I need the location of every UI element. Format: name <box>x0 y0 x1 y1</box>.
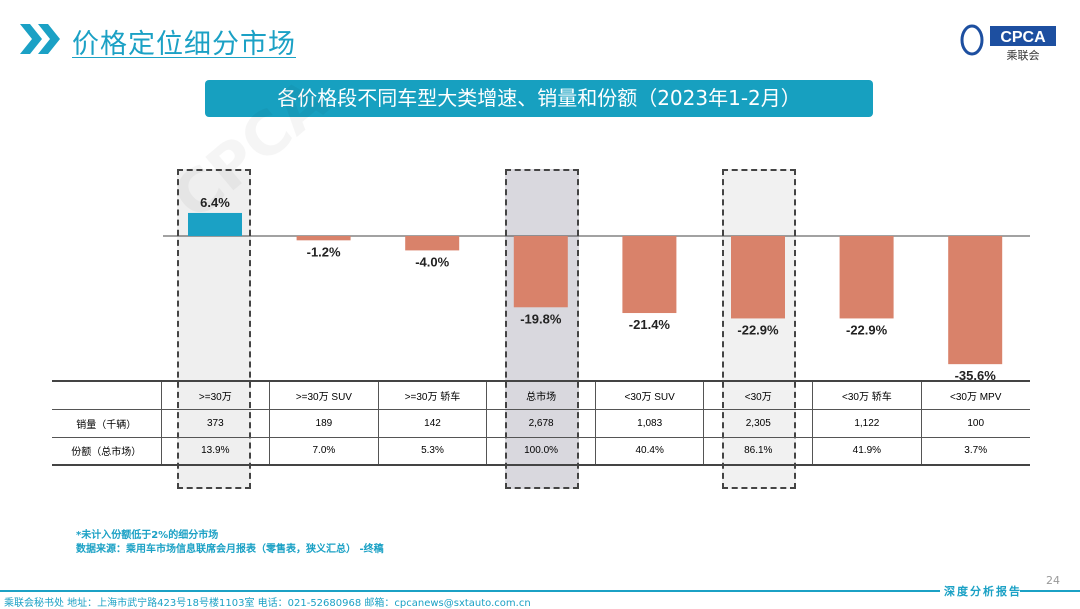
data-table: >=30万 >=30万 SUV >=30万 轿车 总市场 <30万 SUV <30万 <30… <box>52 380 1030 466</box>
footer-contact: 乘联会秘书处 地址：上海市武宁路423号18号楼1103室 电话：021-526… <box>4 598 531 609</box>
svg-text:乘联会: 乘联会 <box>1007 49 1040 62</box>
data-label: -35.6% <box>955 368 997 380</box>
table-cell: 142 <box>377 408 488 438</box>
footer-divider <box>1020 590 1080 592</box>
page-number: 24 <box>1046 574 1060 587</box>
table-cell: >=30万 SUV <box>269 380 379 410</box>
footer-divider <box>0 590 940 592</box>
chevron-double-icon <box>20 24 60 54</box>
table-cell: 100.0% <box>486 436 596 466</box>
table-row: 销量（千辆） 373 189 142 2,678 1,083 2,305 1,122 100 <box>52 408 1030 438</box>
table-cell: <30万 轿车 <box>812 380 922 410</box>
table-cell: >=30万 <box>160 380 271 410</box>
table-cell: 373 <box>160 408 271 438</box>
table-cell: <30万 <box>703 380 814 410</box>
table-cell: 100 <box>920 408 1030 438</box>
table-cell: <30万 MPV <box>920 380 1030 410</box>
row-label: 销量（千辆） <box>52 408 162 438</box>
svg-text:CPCA: CPCA <box>1000 29 1046 46</box>
data-label: -19.8% <box>520 311 562 326</box>
data-source: 数据来源：乘用车市场信息联席会月报表（零售表，狭义汇总） -终稿 <box>76 544 384 555</box>
data-label: -22.9% <box>737 322 779 337</box>
bar <box>731 236 785 319</box>
data-label: 6.4% <box>200 195 230 210</box>
table-cell: <30万 SUV <box>594 380 705 410</box>
bar <box>948 236 1003 365</box>
bar <box>188 212 242 236</box>
bar <box>839 236 894 319</box>
data-label: -22.9% <box>846 322 888 337</box>
table-cell: 5.3% <box>377 436 488 466</box>
cpca-logo: CPCA 乘联会 <box>958 20 1058 62</box>
table-cell: 40.4% <box>594 436 705 466</box>
table-cell: 3.7% <box>920 436 1030 466</box>
bar <box>405 236 460 251</box>
table-cell: 2,305 <box>703 408 814 438</box>
table-cell: 41.9% <box>812 436 922 466</box>
data-label: -21.4% <box>629 317 671 332</box>
bar <box>296 236 351 241</box>
row-label <box>52 380 162 410</box>
table-cell: 7.0% <box>269 436 379 466</box>
table-cell: 2,678 <box>486 408 596 438</box>
table-cell: 总市场 <box>486 380 596 410</box>
table-cell: >=30万 轿车 <box>377 380 488 410</box>
bar <box>513 236 568 308</box>
table-cell: 13.9% <box>160 436 271 466</box>
footnote: *未计入份额低于2%的细分市场 <box>76 530 219 541</box>
table-cell: 189 <box>269 408 379 438</box>
table-cell: 86.1% <box>703 436 814 466</box>
page-title: 价格定位细分市场 <box>72 29 296 60</box>
footer-tagline: 深度分析报告 <box>944 585 1022 598</box>
data-label: -4.0% <box>415 254 449 269</box>
row-label: 份额（总市场） <box>52 436 162 466</box>
table-cell: 1,122 <box>812 408 922 438</box>
table-cell: 1,083 <box>594 408 705 438</box>
bar <box>622 236 677 314</box>
table-row: 份额（总市场） 13.9% 7.0% 5.3% 100.0% 40.4% 86.1% 41.9… <box>52 436 1030 466</box>
bar-chart: 6.4% -1.2% -4.0% -19.8% -21.4% -22.9% -22.9% -3… <box>163 195 1030 380</box>
data-label: -1.2% <box>307 244 341 259</box>
table-header-row: >=30万 >=30万 SUV >=30万 轿车 总市场 <30万 SUV <30万 <30… <box>52 380 1030 410</box>
chart-title-banner: 各价格段不同车型大类增速、销量和份额（2023年1-2月） <box>205 80 873 117</box>
